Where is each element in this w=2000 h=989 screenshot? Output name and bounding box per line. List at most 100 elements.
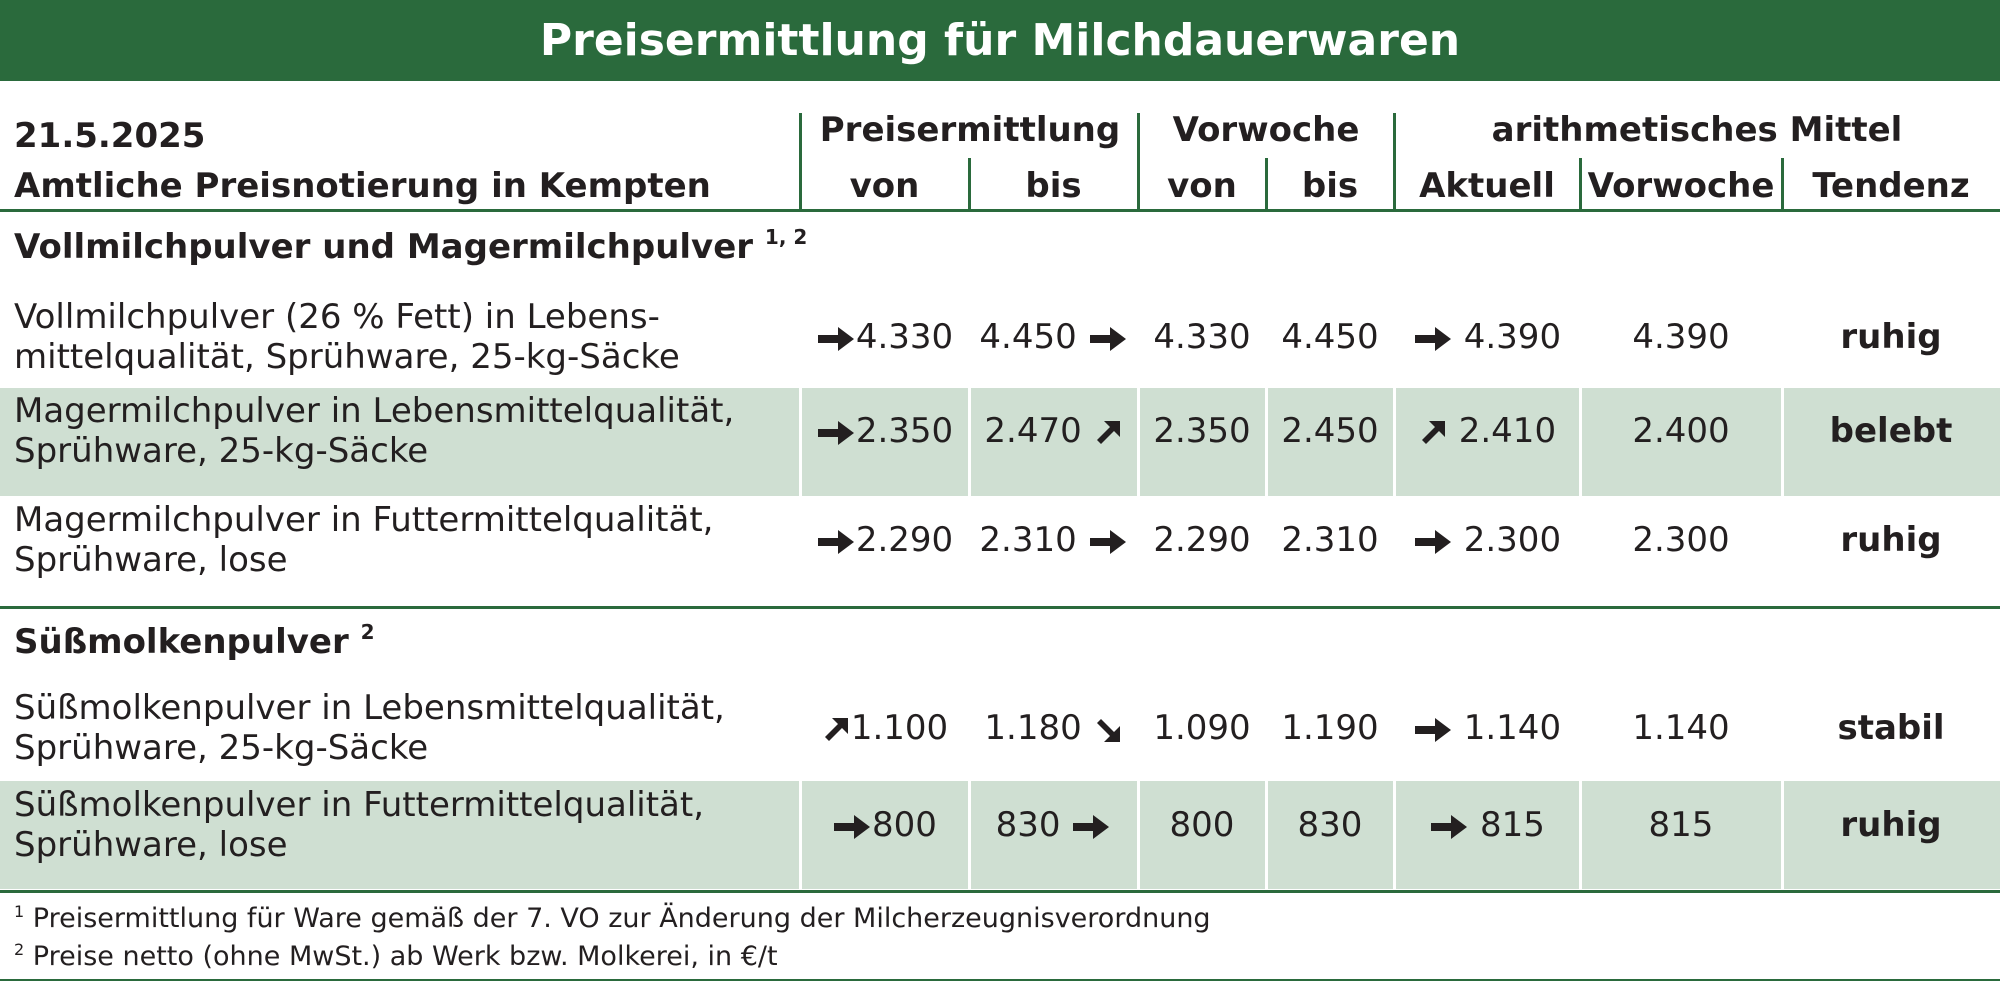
- shaded-column-divider: [1265, 781, 1268, 889]
- price-bis: 4.450: [969, 317, 1138, 357]
- right-arrow-icon: [1088, 324, 1128, 354]
- shaded-column-divider: [1393, 388, 1396, 496]
- header-divider: [799, 113, 802, 210]
- mean-aktuell: 2.300: [1394, 520, 1580, 560]
- prev-week-bis: 2.310: [1281, 520, 1379, 560]
- col-header-tendenz: Tendenz: [1812, 166, 1970, 206]
- row-shading: [0, 781, 2000, 889]
- row-shading: [0, 388, 2000, 496]
- mean-vorwoche: 1.140: [1632, 708, 1730, 748]
- report-date: 21.5.2025: [14, 116, 206, 156]
- col-header-aktuell: Aktuell: [1419, 166, 1555, 206]
- shaded-column-divider: [1579, 388, 1582, 496]
- header-divider: [1579, 158, 1582, 210]
- right-arrow-icon: [832, 812, 872, 842]
- shaded-column-divider: [799, 781, 802, 889]
- prev-week-bis: 1.190: [1281, 708, 1379, 748]
- row-label-line2: mittelqualität, Sprühware, 25-kg-Säcke: [14, 337, 680, 377]
- col-header-vorwoche-von: von: [1167, 166, 1237, 206]
- shaded-column-divider: [968, 388, 971, 496]
- price-von-value: 2.350: [855, 411, 954, 451]
- prev-week-von: 800: [1169, 805, 1235, 845]
- shaded-column-divider: [1781, 781, 1784, 889]
- price-von: 2.350: [800, 411, 969, 451]
- right-arrow-icon: [1413, 715, 1453, 745]
- row-label-line2: Sprühware, lose: [14, 825, 288, 865]
- price-bis: 2.470: [969, 411, 1138, 451]
- footnote-ref: 1, 2: [764, 225, 808, 249]
- up-right-arrow-icon: [1093, 418, 1123, 448]
- right-arrow-icon: [1413, 324, 1453, 354]
- price-von: 4.330: [800, 317, 969, 357]
- prev-week-bis: 830: [1297, 805, 1363, 845]
- price-von-value: 800: [872, 805, 937, 845]
- header-divider: [968, 158, 971, 210]
- footer-rule: [0, 979, 2000, 981]
- prev-week-bis: 2.450: [1281, 411, 1379, 451]
- right-arrow-icon: [1088, 527, 1128, 557]
- shaded-column-divider: [1137, 781, 1140, 889]
- mean-aktuell-value: 1.140: [1463, 708, 1562, 748]
- shaded-column-divider: [1781, 388, 1784, 496]
- mean-aktuell-value: 4.390: [1463, 317, 1562, 357]
- tendenz-label: ruhig: [1840, 805, 1942, 845]
- section-rule: [0, 606, 2000, 609]
- price-von-value: 1.100: [850, 708, 949, 748]
- up-right-arrow-icon: [1418, 418, 1448, 448]
- mean-aktuell: 1.140: [1394, 708, 1580, 748]
- col-header-vorwoche-bis: bis: [1301, 166, 1359, 206]
- group-preisermittlung: Preisermittlung: [819, 110, 1121, 150]
- right-arrow-icon: [816, 418, 856, 448]
- page-title: Preisermittlung für Milchdauerwaren: [0, 0, 2000, 81]
- row-label-line2: Sprühware, lose: [14, 540, 288, 580]
- price-bis: 2.310: [969, 520, 1138, 560]
- mean-aktuell: 815: [1394, 805, 1580, 845]
- price-von-value: 2.290: [855, 520, 954, 560]
- footnote-2: 2 Preise netto (ohne MwSt.) ab Werk bzw.…: [14, 940, 778, 972]
- price-von-value: 4.330: [855, 317, 954, 357]
- price-von: 800: [800, 805, 969, 845]
- table-bottom-rule: [0, 890, 2000, 893]
- header-divider: [1137, 113, 1140, 210]
- header-divider: [1393, 113, 1396, 210]
- header-divider: [1265, 158, 1268, 210]
- prev-week-von: 4.330: [1153, 317, 1251, 357]
- prev-week-bis: 4.450: [1281, 317, 1379, 357]
- up-right-arrow-icon: [821, 715, 851, 745]
- price-bis: 1.180: [969, 708, 1138, 748]
- shaded-column-divider: [968, 781, 971, 889]
- row-label-line1: Süßmolkenpulver in Futtermittelqualität,: [14, 785, 705, 825]
- report-subtitle: Amtliche Preisnotierung in Kempten: [14, 166, 711, 206]
- shaded-column-divider: [1393, 781, 1396, 889]
- price-bis-value: 1.180: [984, 708, 1082, 748]
- down-right-arrow-icon: [1093, 715, 1123, 745]
- prev-week-von: 2.350: [1153, 411, 1251, 451]
- mean-aktuell-value: 2.300: [1463, 520, 1562, 560]
- price-bis-value: 830: [995, 805, 1061, 845]
- right-arrow-icon: [816, 527, 856, 557]
- tendenz-label: belebt: [1829, 411, 1953, 451]
- price-von: 1.100: [800, 708, 969, 748]
- right-arrow-icon: [816, 324, 856, 354]
- tendenz-label: ruhig: [1840, 520, 1942, 560]
- tendenz-label: stabil: [1837, 708, 1945, 748]
- mean-aktuell-value: 815: [1479, 805, 1545, 845]
- mean-vorwoche: 2.400: [1632, 411, 1730, 451]
- col-header-bis: bis: [1025, 166, 1082, 206]
- mean-vorwoche: 815: [1648, 805, 1714, 845]
- row-label-line1: Vollmilchpulver (26 % Fett) in Lebens-: [14, 297, 660, 337]
- header-rule: [0, 209, 2000, 212]
- row-label-line2: Sprühware, 25-kg-Säcke: [14, 431, 429, 471]
- row-label-line1: Magermilchpulver in Lebensmittelqualität…: [14, 391, 735, 431]
- right-arrow-icon: [1413, 527, 1453, 557]
- footnote-1: 1 Preisermittlung für Ware gemäß der 7. …: [14, 902, 1211, 934]
- prev-week-von: 2.290: [1153, 520, 1251, 560]
- price-bis-value: 2.310: [979, 520, 1077, 560]
- group-arithmetisches-mittel: arithmetisches Mittel: [1491, 110, 1903, 150]
- mean-vorwoche: 4.390: [1632, 317, 1730, 357]
- right-arrow-icon: [1071, 812, 1111, 842]
- price-bis-value: 4.450: [979, 317, 1077, 357]
- row-label-line1: Süßmolkenpulver in Lebensmittelqualität,: [14, 688, 725, 728]
- header-divider: [1781, 158, 1784, 210]
- col-header-mittel-vorwoche: Vorwoche: [1587, 166, 1775, 206]
